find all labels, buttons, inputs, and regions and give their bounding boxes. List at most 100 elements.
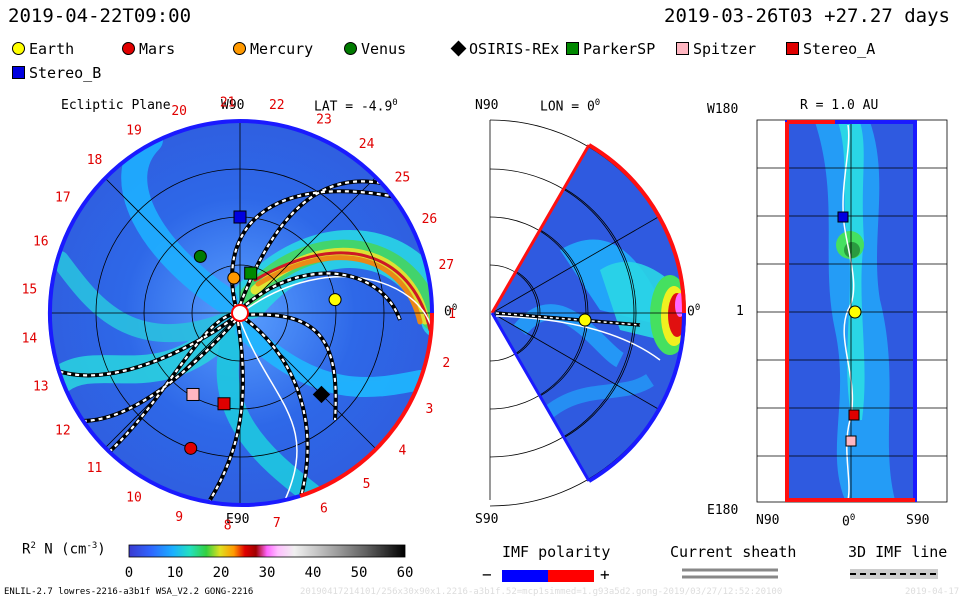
colorbar-tick-label: 50 — [351, 565, 368, 581]
legend-item-mercury: Mercury — [233, 40, 313, 58]
sector-number: 24 — [359, 137, 375, 152]
legend-item-earth: Earth — [12, 40, 74, 58]
object-marker-parkersp — [244, 266, 258, 280]
object-marker-mars — [184, 441, 198, 455]
legend-label: OSIRIS-REx — [469, 40, 560, 58]
imf-polarity-negative-swatch — [502, 570, 548, 582]
colorbar-tick-label: 30 — [259, 565, 276, 581]
meridional-earth-marker — [578, 313, 592, 327]
sector-number: 23 — [316, 112, 332, 127]
meridional-bottom-label: S90 — [475, 512, 499, 527]
legend-item-osiris-rex: OSIRIS-REx — [450, 40, 560, 58]
legend-marker — [566, 42, 579, 55]
radial-stereo-b-marker — [837, 211, 849, 223]
sector-number: 7 — [273, 516, 281, 531]
object-marker-mercury — [227, 271, 241, 285]
sector-number: 12 — [55, 423, 71, 438]
legend-label: Venus — [361, 40, 407, 58]
colorbar-tick-label: 0 — [125, 565, 133, 581]
objects — [184, 210, 342, 455]
legend-label: Stereo_B — [29, 64, 102, 82]
imf-polarity-title: IMF polarity — [502, 543, 611, 561]
colorbar-tick-label: 60 — [397, 565, 414, 581]
radial-mid-left: 1 — [736, 304, 744, 319]
radial-x-right: S90 — [906, 513, 930, 528]
imf-polarity-minus: − — [482, 565, 492, 584]
meridional-lon: LON = 00 — [540, 98, 601, 115]
object-marker-earth — [328, 293, 342, 307]
radial-x-left: N90 — [756, 513, 780, 528]
sector-number: 19 — [126, 123, 142, 138]
sector-number: 26 — [422, 212, 438, 227]
ecliptic-title: Ecliptic Plane — [61, 98, 171, 113]
sector-number: 5 — [363, 477, 371, 492]
current-sheath-title: Current sheath — [670, 543, 797, 561]
object-marker-stereo-a — [217, 397, 231, 411]
legend-item-parkersp: ParkerSP — [566, 40, 655, 58]
legend-label: Spitzer — [693, 40, 757, 58]
legend-label: Mercury — [250, 40, 314, 58]
footer-date: 2019-04-17 — [905, 587, 960, 597]
sector-number: 3 — [426, 402, 434, 417]
meridional-top-label: N90 — [475, 98, 499, 113]
legend-label: ParkerSP — [583, 40, 656, 58]
sector-number: 1 — [448, 307, 456, 322]
object-marker-spitzer — [186, 387, 200, 401]
legend-item-stereo-b: Stereo_B — [12, 64, 101, 82]
imf-line-title: 3D IMF line — [848, 543, 948, 561]
legend-item-mars: Mars — [122, 40, 175, 58]
radial-panel — [756, 119, 948, 503]
legend-item-spitzer: Spitzer — [676, 40, 756, 58]
meridional-right-label: 00 — [687, 303, 701, 320]
sector-number: 27 — [438, 258, 454, 273]
radial-bottom-left: E180 — [707, 503, 739, 518]
colorbar — [128, 544, 406, 558]
legend-marker — [676, 42, 689, 55]
sector-number: 18 — [87, 153, 103, 168]
radial-stereo-a-marker — [848, 409, 860, 421]
sector-number: 6 — [320, 502, 328, 517]
legend-marker — [12, 42, 25, 55]
sector-number: 25 — [395, 171, 411, 186]
radial-earth-marker — [848, 305, 862, 319]
legend-item-venus: Venus — [344, 40, 406, 58]
legend-item-stereo-a: Stereo_A — [786, 40, 875, 58]
legend-marker — [344, 42, 357, 55]
run-time: 2019-03-26T03 +27.27 days — [664, 5, 950, 27]
ecliptic-lat: LAT = -4.90 — [314, 98, 398, 115]
radial-top-left: W180 — [707, 102, 739, 117]
legend-marker — [786, 42, 799, 55]
colorbar-ticks: 0 10 20 30 40 50 60 — [125, 565, 414, 581]
sector-number: 15 — [22, 282, 38, 297]
footer-model: ENLIL-2.7 lowres-2216-a3b1f WSA_V2.2 GON… — [4, 587, 254, 597]
sector-number: 22 — [269, 98, 285, 113]
legend-marker — [12, 66, 25, 79]
current-time: 2019-04-22T09:00 — [8, 5, 192, 27]
ecliptic-right-label: 00 — [444, 303, 458, 320]
ecliptic-rim-positive-2 — [47, 119, 301, 507]
sector-number: 2 — [442, 356, 450, 371]
colorbar-tick-label: 10 — [167, 565, 184, 581]
sector-number: 11 — [87, 461, 103, 476]
object-marker-osiris-rex — [312, 385, 331, 404]
imf-polarity-plus: + — [600, 565, 610, 584]
sun — [231, 304, 249, 322]
legend-marker — [122, 42, 135, 55]
sector-number: 10 — [126, 491, 142, 506]
colorbar-label: R2 N (cm-3) — [22, 541, 106, 558]
legend-label: Mars — [139, 40, 176, 58]
sector-number: 17 — [55, 191, 71, 206]
imf-polarity-positive-swatch — [548, 570, 594, 582]
colorbar-tick-label: 20 — [213, 565, 230, 581]
legend-label: Stereo_A — [803, 40, 876, 58]
sector-number: 9 — [175, 510, 183, 525]
radial-title: R = 1.0 AU — [800, 98, 879, 113]
sector-number: 14 — [22, 332, 38, 347]
sector-number: 13 — [33, 380, 49, 395]
ecliptic-rim-positive — [239, 119, 434, 314]
sector-number: 20 — [171, 104, 187, 119]
radial-spitzer-marker — [845, 435, 857, 447]
radial-x-mid: 00 — [842, 513, 856, 530]
